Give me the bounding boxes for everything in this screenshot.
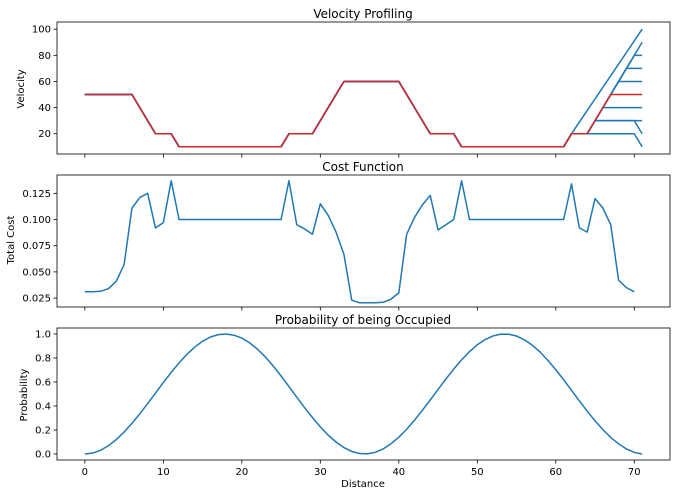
probability-series-line: [84, 333, 643, 455]
velocity-frame: [56, 21, 671, 155]
velocity-candidate-line: [84, 80, 643, 148]
probability-ytick-label: 1.0: [35, 330, 51, 341]
velocity-ytick-label: 60: [38, 77, 51, 88]
cost-lines: [84, 180, 635, 304]
velocity-ylabel: Velocity: [16, 69, 27, 108]
velocity-candidate-line: [84, 28, 643, 148]
probability-xtick-label: 10: [157, 467, 170, 478]
probability-xtick-label: 60: [549, 467, 562, 478]
cost-ylabel: Total Cost: [6, 216, 17, 266]
probability-xtick-label: 70: [628, 467, 641, 478]
velocity-candidate-line: [84, 80, 643, 148]
velocity-ticks: 20 40 60 80 100: [32, 25, 635, 158]
cost-panel: Cost Function Total Cost 0.025 0.050 0.075…: [6, 160, 671, 311]
cost-ytick-label: 0.050: [22, 267, 51, 278]
velocity-candidate-line: [84, 80, 643, 148]
probability-ytick-label: 0.0: [35, 450, 51, 461]
probability-title: Probability of being Occupied: [275, 313, 451, 327]
probability-xtick-label: 50: [471, 467, 484, 478]
cost-ytick-label: 0.025: [22, 294, 51, 305]
velocity-candidate-line: [84, 67, 643, 148]
cost-ticks: 0.025 0.050 0.075 0.100 0.125: [22, 189, 635, 311]
velocity-ytick-label: 100: [32, 25, 51, 36]
velocity-candidate-line: [84, 80, 643, 148]
probability-xtick-label: 20: [235, 467, 248, 478]
probability-ytick-label: 0.8: [35, 354, 51, 365]
probability-ticks: 0 10 20 30 40 50 60 70 0.0 0.2 0.4 0.6 0.8 1.0: [35, 330, 641, 479]
velocity-ytick-label: 40: [38, 103, 51, 114]
probability-frame: [56, 327, 671, 461]
velocity-candidate-line: [84, 80, 643, 148]
probability-xlabel: Distance: [341, 479, 385, 490]
cost-frame: [56, 174, 671, 308]
probability-xtick-label: 0: [82, 467, 88, 478]
velocity-ytick-label: 80: [38, 51, 51, 62]
probability-ytick-label: 0.6: [35, 378, 51, 389]
cost-ytick-label: 0.125: [22, 189, 51, 200]
probability-lines: [84, 333, 643, 455]
cost-ytick-label: 0.100: [22, 215, 51, 226]
velocity-title: Velocity Profiling: [313, 7, 412, 21]
velocity-ytick-label: 20: [38, 129, 51, 140]
probability-xtick-label: 40: [392, 467, 405, 478]
cost-series-line: [84, 180, 635, 304]
velocity-panel: Velocity Profiling Velocity 20 40 60 80 100: [16, 7, 671, 158]
probability-panel: Probability of being Occupied Probabilit…: [19, 313, 671, 490]
probability-ylabel: Probability: [19, 368, 30, 421]
cost-ytick-label: 0.075: [22, 241, 51, 252]
probability-ytick-label: 0.2: [35, 426, 51, 437]
probability-xtick-label: 30: [314, 467, 327, 478]
cost-title: Cost Function: [322, 160, 404, 174]
probability-ytick-label: 0.4: [35, 402, 51, 413]
velocity-selected-line: [84, 80, 643, 148]
velocity-lines: [84, 28, 643, 148]
velocity-candidate-line: [84, 41, 643, 148]
